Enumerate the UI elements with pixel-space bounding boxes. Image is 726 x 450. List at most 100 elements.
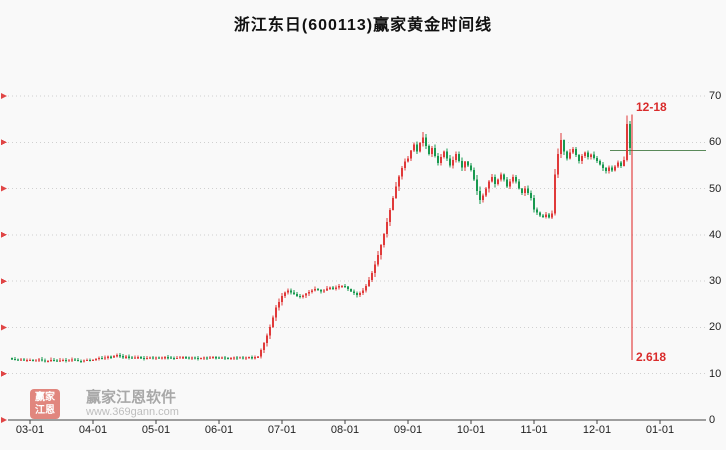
candle-body (497, 179, 500, 184)
scale-arrows (1, 93, 7, 423)
candle-body (467, 161, 470, 166)
candle-body (377, 255, 380, 265)
candle-body (518, 181, 521, 189)
candle-body (263, 343, 266, 351)
candle-body (227, 357, 230, 360)
candle-body (593, 154, 596, 159)
candle-body (449, 158, 452, 166)
watermark-url: www.369gann.com (86, 405, 179, 418)
candle-body (590, 154, 593, 158)
x-axis-label: 11-01 (520, 424, 548, 436)
x-axis (8, 419, 706, 424)
candle-body (185, 357, 188, 359)
candle-body (194, 357, 197, 359)
candle-body (101, 357, 104, 360)
candle-body (410, 150, 413, 159)
candle-body (35, 360, 38, 362)
candle-body (437, 156, 440, 164)
candle-body (107, 356, 110, 358)
candle-body (242, 357, 245, 359)
y-axis-label: 30 (709, 275, 722, 287)
candle-body (503, 174, 506, 180)
candle-body (608, 167, 611, 171)
candle-body (203, 357, 206, 359)
candle-body (383, 233, 386, 246)
candle-body (341, 285, 344, 287)
candle-body (314, 289, 317, 291)
candle-body (455, 153, 458, 160)
candle-body (29, 359, 32, 362)
x-axis-label: 05-01 (141, 424, 171, 436)
candle-body (575, 149, 578, 156)
candle-body (239, 357, 242, 359)
candle-body (305, 293, 308, 296)
candle-body (605, 168, 608, 171)
candle-body (104, 357, 107, 359)
y-axis-label: 0 (709, 414, 716, 426)
candle-body (272, 317, 275, 327)
candle-body (569, 152, 572, 159)
candle-body (548, 214, 551, 218)
candle-body (89, 359, 92, 362)
candle-body (416, 144, 419, 152)
candle-body (356, 293, 359, 296)
candle-body (602, 164, 605, 169)
candle-body (587, 152, 590, 158)
candle-body (428, 145, 431, 154)
candle-body (251, 357, 254, 359)
candle-body (11, 358, 14, 360)
candle-body (47, 360, 50, 362)
candle-body (221, 357, 224, 359)
candle-body (281, 295, 284, 302)
candle-body (191, 357, 194, 359)
candle-body (206, 357, 209, 359)
candle-body (224, 357, 227, 359)
candle-body (362, 290, 365, 294)
candle-body (32, 359, 35, 362)
candle-body (611, 167, 614, 171)
candle-body (317, 289, 320, 291)
candle-body (122, 356, 125, 358)
x-axis-label: 06-01 (204, 424, 234, 436)
candle-body (80, 360, 83, 362)
candle-body (413, 144, 416, 151)
candle-body (308, 291, 311, 294)
candles (11, 115, 632, 364)
candle-body (113, 356, 116, 358)
candle-body (533, 197, 536, 210)
candle-body (26, 359, 29, 362)
candle-body (491, 177, 494, 182)
candle-body (50, 359, 53, 362)
x-axis-label: 12-01 (582, 424, 612, 436)
candle-body (53, 359, 56, 362)
candle-body (20, 359, 23, 361)
candle-body (62, 359, 65, 362)
candle-body (434, 147, 437, 157)
candle-body (335, 287, 338, 290)
candle-body (614, 166, 617, 171)
candle-body (494, 177, 497, 184)
candle-body (260, 350, 263, 357)
candle-body (545, 214, 548, 217)
candle-body (320, 289, 323, 292)
candle-body (380, 245, 383, 256)
candle-body (116, 355, 119, 357)
candle-body (452, 159, 455, 166)
candle-body (521, 188, 524, 194)
candle-body (86, 359, 89, 362)
grid-lines (8, 95, 706, 375)
candle-body (200, 357, 203, 360)
candle-body (323, 290, 326, 292)
candle-body (617, 162, 620, 167)
candle-body (389, 209, 392, 222)
x-axis-label: 04-01 (78, 424, 108, 436)
candle-body (443, 151, 446, 158)
candle-body (143, 357, 146, 360)
candle-body (278, 301, 281, 308)
candle-body (419, 143, 422, 152)
candle-body (17, 359, 20, 361)
y-axis-label: 10 (709, 368, 722, 380)
candle-body (155, 357, 158, 359)
